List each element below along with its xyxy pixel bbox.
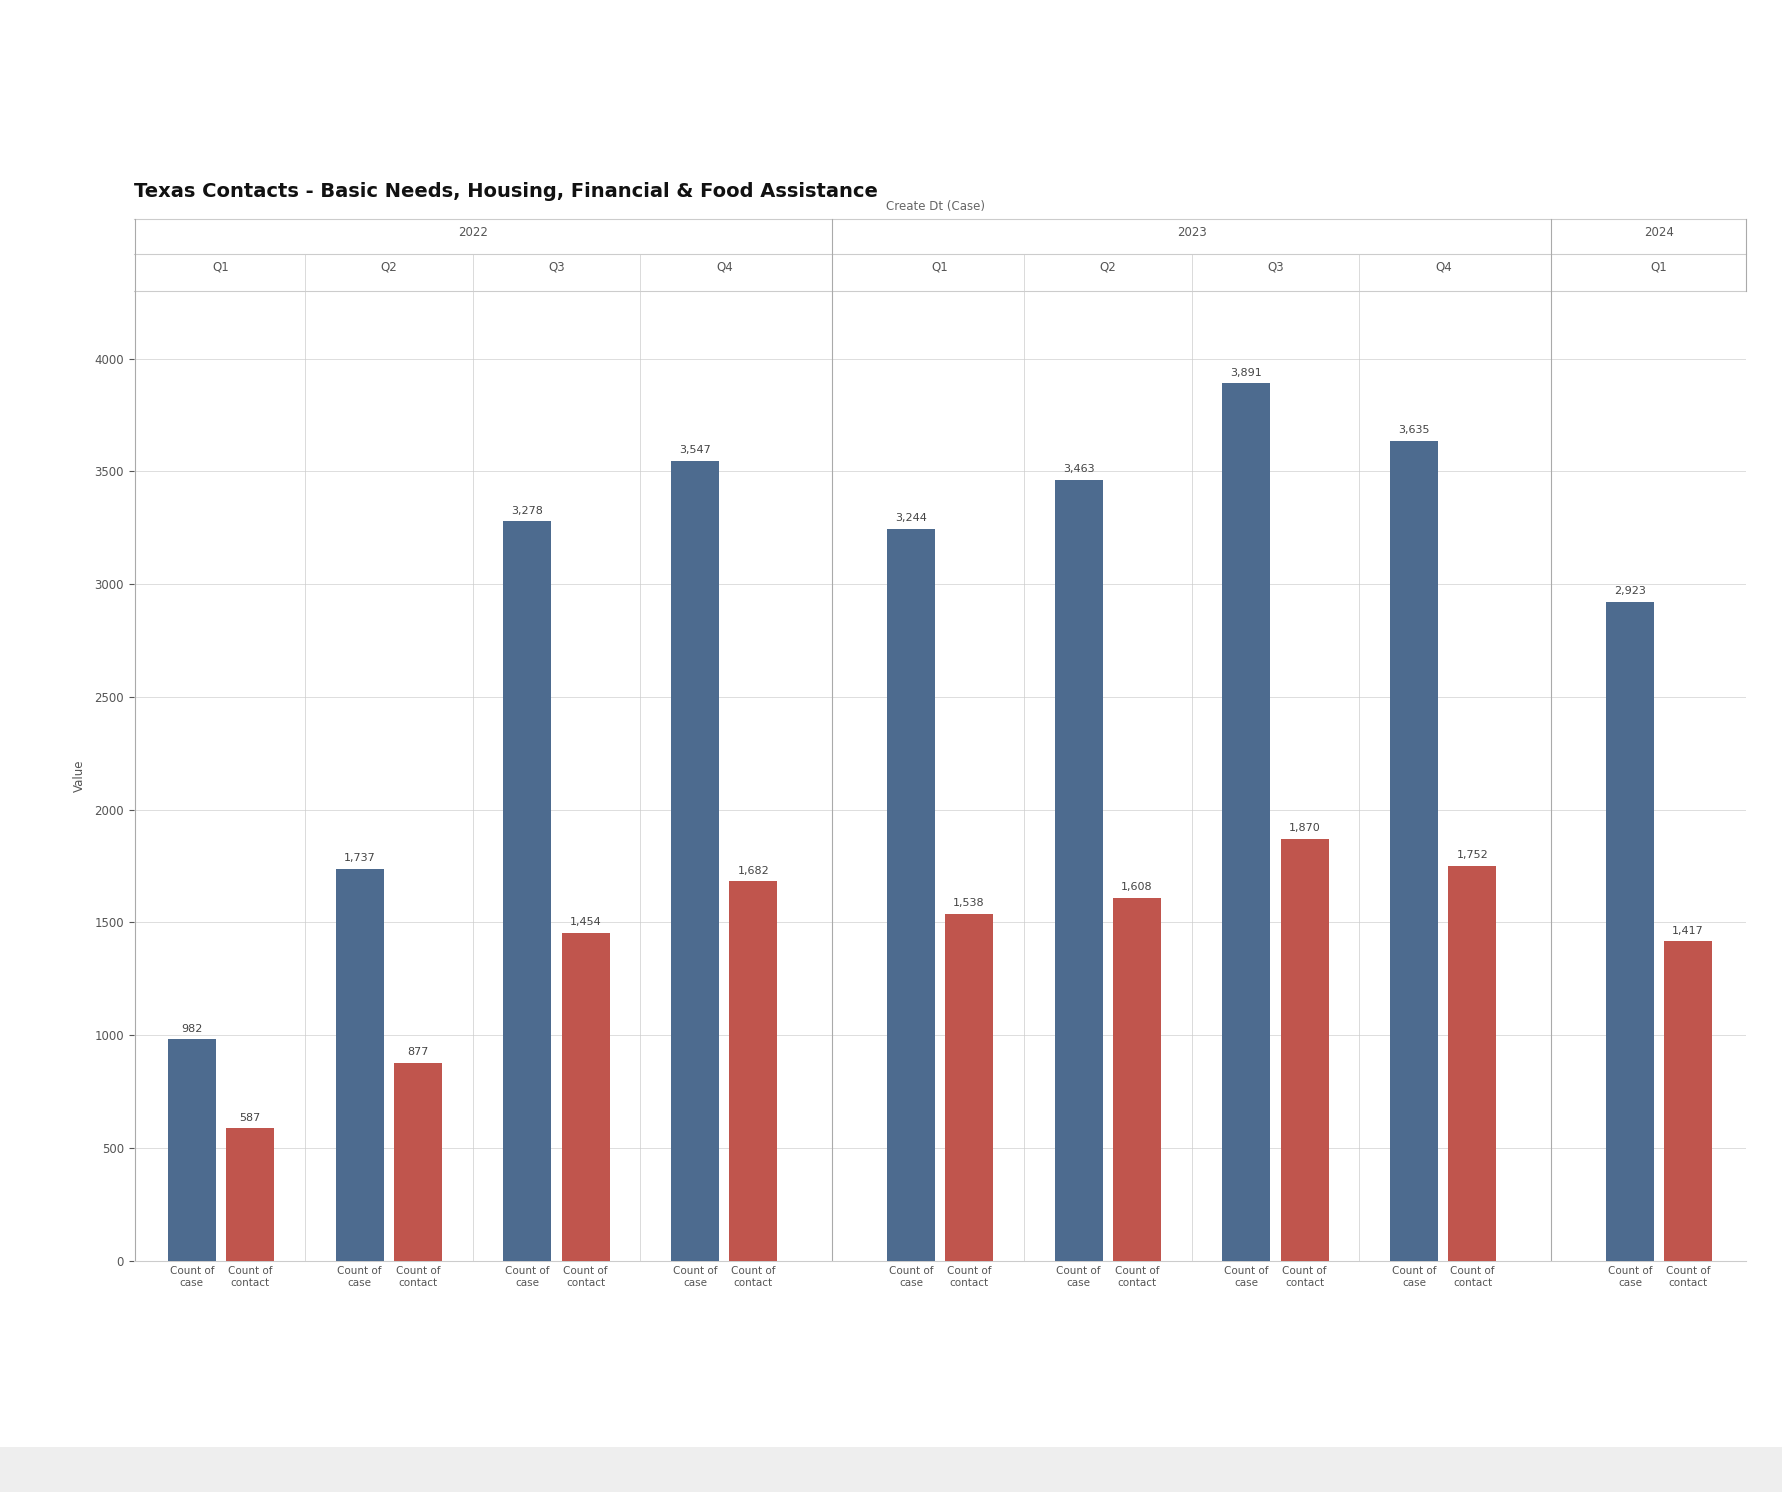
Bar — [1664, 941, 1713, 1261]
Text: Q1: Q1 — [932, 260, 948, 273]
Bar — [394, 1062, 442, 1261]
Text: 1,737: 1,737 — [344, 853, 376, 864]
Text: 3,244: 3,244 — [895, 513, 927, 524]
Bar — [335, 868, 383, 1261]
Y-axis label: Value: Value — [73, 759, 86, 792]
Bar — [1055, 480, 1103, 1261]
Text: Create Dt (Case): Create Dt (Case) — [886, 200, 985, 213]
Text: 587: 587 — [239, 1113, 260, 1122]
Bar — [1449, 865, 1497, 1261]
Text: 3,547: 3,547 — [679, 445, 711, 455]
Bar — [1390, 442, 1438, 1261]
Text: 2024: 2024 — [1645, 225, 1673, 239]
Text: Q2: Q2 — [380, 260, 397, 273]
Text: 1,870: 1,870 — [1288, 824, 1320, 834]
Bar — [1606, 601, 1654, 1261]
Text: 3,278: 3,278 — [511, 506, 544, 516]
Bar — [1281, 839, 1329, 1261]
Text: Q1: Q1 — [1650, 260, 1668, 273]
Text: 877: 877 — [406, 1047, 428, 1058]
Text: 3,463: 3,463 — [1062, 464, 1094, 474]
Bar — [561, 932, 609, 1261]
Text: 2022: 2022 — [458, 225, 488, 239]
Bar — [887, 530, 936, 1261]
Text: Q1: Q1 — [212, 260, 230, 273]
Text: 2,923: 2,923 — [1614, 586, 1647, 595]
Text: Q3: Q3 — [1267, 260, 1283, 273]
Bar — [168, 1040, 216, 1261]
Text: 1,454: 1,454 — [570, 918, 602, 927]
Text: 1,538: 1,538 — [953, 898, 985, 909]
Text: Texas Contacts - Basic Needs, Housing, Financial & Food Assistance: Texas Contacts - Basic Needs, Housing, F… — [134, 182, 877, 201]
Bar — [504, 521, 551, 1261]
Text: 1,608: 1,608 — [1121, 882, 1153, 892]
Bar — [1222, 383, 1271, 1261]
Bar — [226, 1128, 274, 1261]
Text: Q4: Q4 — [716, 260, 732, 273]
Text: 2023: 2023 — [1176, 225, 1206, 239]
Text: 1,417: 1,417 — [1672, 925, 1704, 935]
Text: 3,891: 3,891 — [1231, 367, 1262, 377]
Bar — [672, 461, 720, 1261]
Bar — [944, 915, 993, 1261]
Text: 1,682: 1,682 — [738, 865, 770, 876]
Text: Q2: Q2 — [1099, 260, 1116, 273]
Text: Q4: Q4 — [1435, 260, 1452, 273]
Bar — [1114, 898, 1160, 1261]
Bar — [729, 882, 777, 1261]
Text: 982: 982 — [182, 1024, 203, 1034]
Text: 3,635: 3,635 — [1399, 425, 1429, 436]
Text: Q3: Q3 — [549, 260, 565, 273]
Text: 1,752: 1,752 — [1456, 850, 1488, 859]
